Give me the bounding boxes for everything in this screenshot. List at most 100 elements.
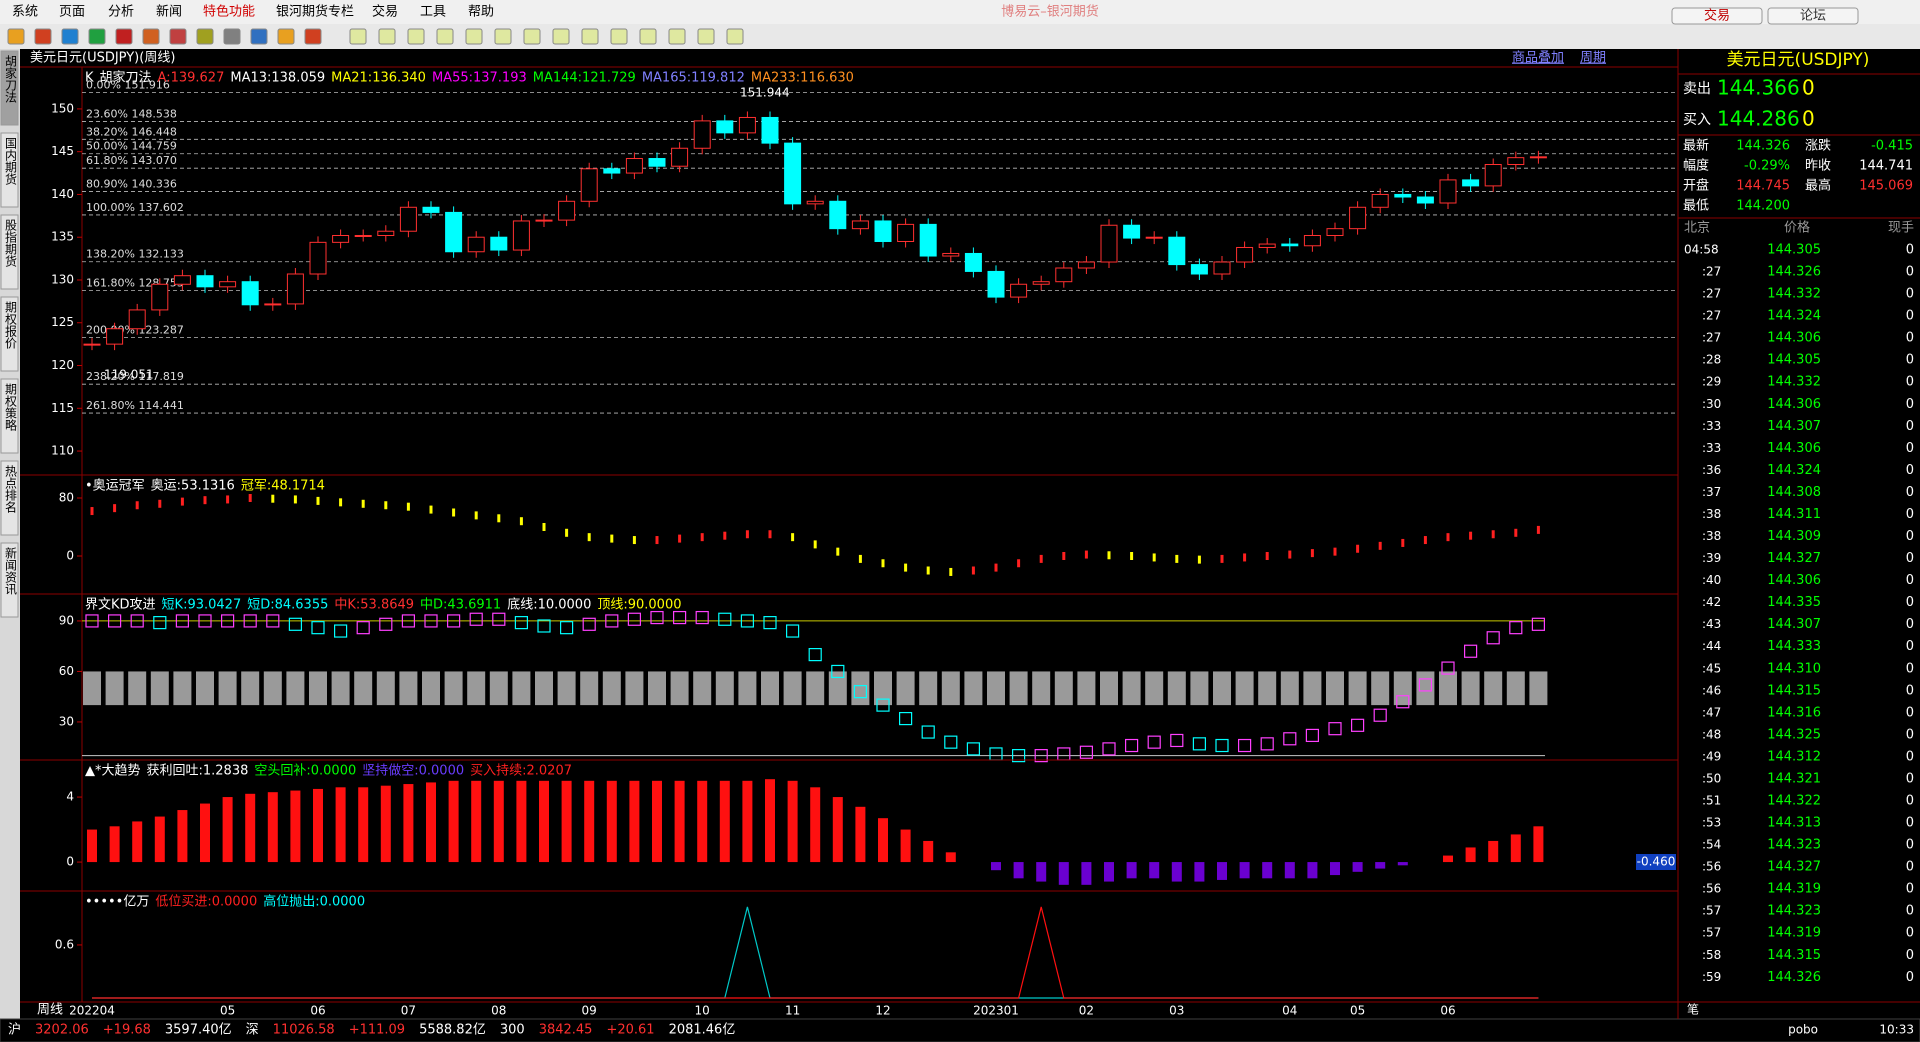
toolbar-icon[interactable]: [169, 28, 187, 45]
trend-bar: [878, 818, 888, 863]
toolbar-icon[interactable]: [223, 28, 241, 45]
menu-item[interactable]: 页面: [59, 5, 85, 20]
toolbar-icon[interactable]: [610, 28, 628, 45]
toolbar-icon[interactable]: [668, 28, 686, 45]
side-tab-label[interactable]: 股指期货: [4, 219, 18, 268]
menu-item[interactable]: 工具: [420, 5, 446, 20]
toolbar-icon[interactable]: [115, 28, 133, 45]
tick-time: :36: [1702, 463, 1721, 477]
side-tab[interactable]: [0, 542, 19, 618]
y-tick-label: 140: [51, 187, 74, 201]
tick-price: 144.327: [1767, 551, 1821, 566]
indicator-dot: [452, 508, 456, 517]
toolbar-icon[interactable]: [407, 28, 425, 45]
status-item: 3842.45: [539, 1023, 593, 1038]
indicator-legend: 买入持续:2.0207: [470, 764, 572, 779]
side-tab[interactable]: [0, 214, 19, 290]
side-tab-label[interactable]: 新闻资讯: [4, 546, 18, 596]
toolbar-icon[interactable]: [277, 28, 295, 45]
indicator-dot: [723, 531, 727, 540]
menu-item[interactable]: 系统: [12, 5, 38, 20]
forum-button[interactable]: [1767, 7, 1859, 25]
overlay-link[interactable]: 商品叠加: [1512, 51, 1564, 66]
toolbar-icon[interactable]: [523, 28, 541, 45]
trend-bar: [584, 780, 595, 863]
x-tick-label: 08: [491, 1004, 506, 1018]
kd-box: [785, 624, 800, 638]
tick-price: 144.309: [1767, 529, 1821, 544]
period-link[interactable]: 周期: [1580, 51, 1606, 66]
menu-item[interactable]: 新闻: [156, 4, 182, 20]
kd-box: [1328, 722, 1342, 736]
toolbar-icon[interactable]: [7, 28, 25, 45]
tick-time: :42: [1702, 595, 1721, 609]
trend-bar: [1262, 862, 1273, 879]
toolbar-icon[interactable]: [552, 28, 570, 45]
toolbar-icon[interactable]: [142, 28, 160, 45]
side-tab[interactable]: [0, 378, 19, 454]
trend-bar: [1375, 862, 1386, 869]
toolbar-button-label[interactable]: 交易: [1704, 8, 1730, 24]
toolbar-icon[interactable]: [349, 28, 367, 45]
candle: [671, 147, 689, 167]
kd-box: [1441, 661, 1455, 675]
indicator-dot: [1423, 536, 1427, 545]
y-tick-label: 0: [66, 549, 74, 563]
band-block: [941, 671, 960, 706]
indicator-dot: [1333, 547, 1337, 556]
indicator-dot: [361, 499, 365, 508]
side-tab[interactable]: [0, 132, 19, 208]
toolbar-icon[interactable]: [34, 28, 52, 45]
kd-box: [85, 614, 99, 628]
tick-time: 04:58: [1684, 243, 1719, 257]
side-tab[interactable]: [0, 50, 19, 126]
tick-time: :54: [1702, 838, 1721, 852]
menu-item[interactable]: 帮助: [468, 5, 494, 20]
tick-volume: 0: [1906, 838, 1914, 853]
status-item: 沪: [8, 1022, 21, 1038]
toolbar-icon[interactable]: [88, 28, 106, 45]
menu-item[interactable]: 特色功能: [203, 4, 255, 20]
trade-button[interactable]: [1671, 7, 1763, 25]
buy-label: 买入: [1683, 112, 1711, 128]
side-tab[interactable]: [0, 460, 19, 536]
trend-bar: [267, 792, 278, 863]
menu-item[interactable]: 分析: [108, 5, 134, 20]
indicator-dot: [813, 540, 817, 549]
trend-bar: [426, 782, 436, 863]
toolbar-icon[interactable]: [697, 28, 715, 45]
toolbar-icon[interactable]: [304, 28, 322, 45]
band-block: [919, 671, 938, 706]
side-tab-label[interactable]: 热点排名: [4, 465, 18, 513]
toolbar-icon[interactable]: [378, 28, 396, 45]
toolbar-icon[interactable]: [639, 28, 657, 45]
tick-time: :33: [1702, 441, 1721, 455]
fib-label: 61.80% 143.070: [86, 154, 177, 167]
toolbar-icon[interactable]: [196, 28, 214, 45]
fib-label: 100.00% 137.602: [86, 201, 184, 214]
side-tab-label[interactable]: 胡家刀法: [4, 55, 18, 103]
tick-time: :38: [1702, 529, 1721, 543]
toolbar-icon[interactable]: [726, 28, 744, 45]
band-block: [1190, 671, 1209, 706]
menu-item[interactable]: 交易: [372, 4, 398, 20]
toolbar-button-label[interactable]: 论坛: [1800, 9, 1826, 24]
tick-volume: 0: [1906, 683, 1914, 698]
side-tab-label[interactable]: 期权策略: [4, 383, 18, 432]
toolbar-icon[interactable]: [494, 28, 512, 45]
candle: [1371, 193, 1389, 208]
toolbar-icon[interactable]: [436, 28, 454, 45]
band-block: [1032, 671, 1051, 706]
toolbar-icon[interactable]: [61, 28, 79, 45]
toolbar-icon[interactable]: [581, 28, 599, 45]
candle: [1507, 157, 1525, 166]
quote-field: 144.200: [1736, 199, 1790, 214]
menu-item[interactable]: 银河期货专栏: [276, 4, 354, 20]
side-tab[interactable]: [0, 296, 19, 372]
side-tab-label[interactable]: 期权报价: [4, 301, 18, 349]
toolbar-icon[interactable]: [250, 28, 268, 45]
kd-box: [221, 614, 235, 628]
side-tab-label[interactable]: 国内期货: [4, 137, 18, 186]
trend-bar: [1239, 862, 1250, 879]
toolbar-icon[interactable]: [465, 28, 483, 45]
